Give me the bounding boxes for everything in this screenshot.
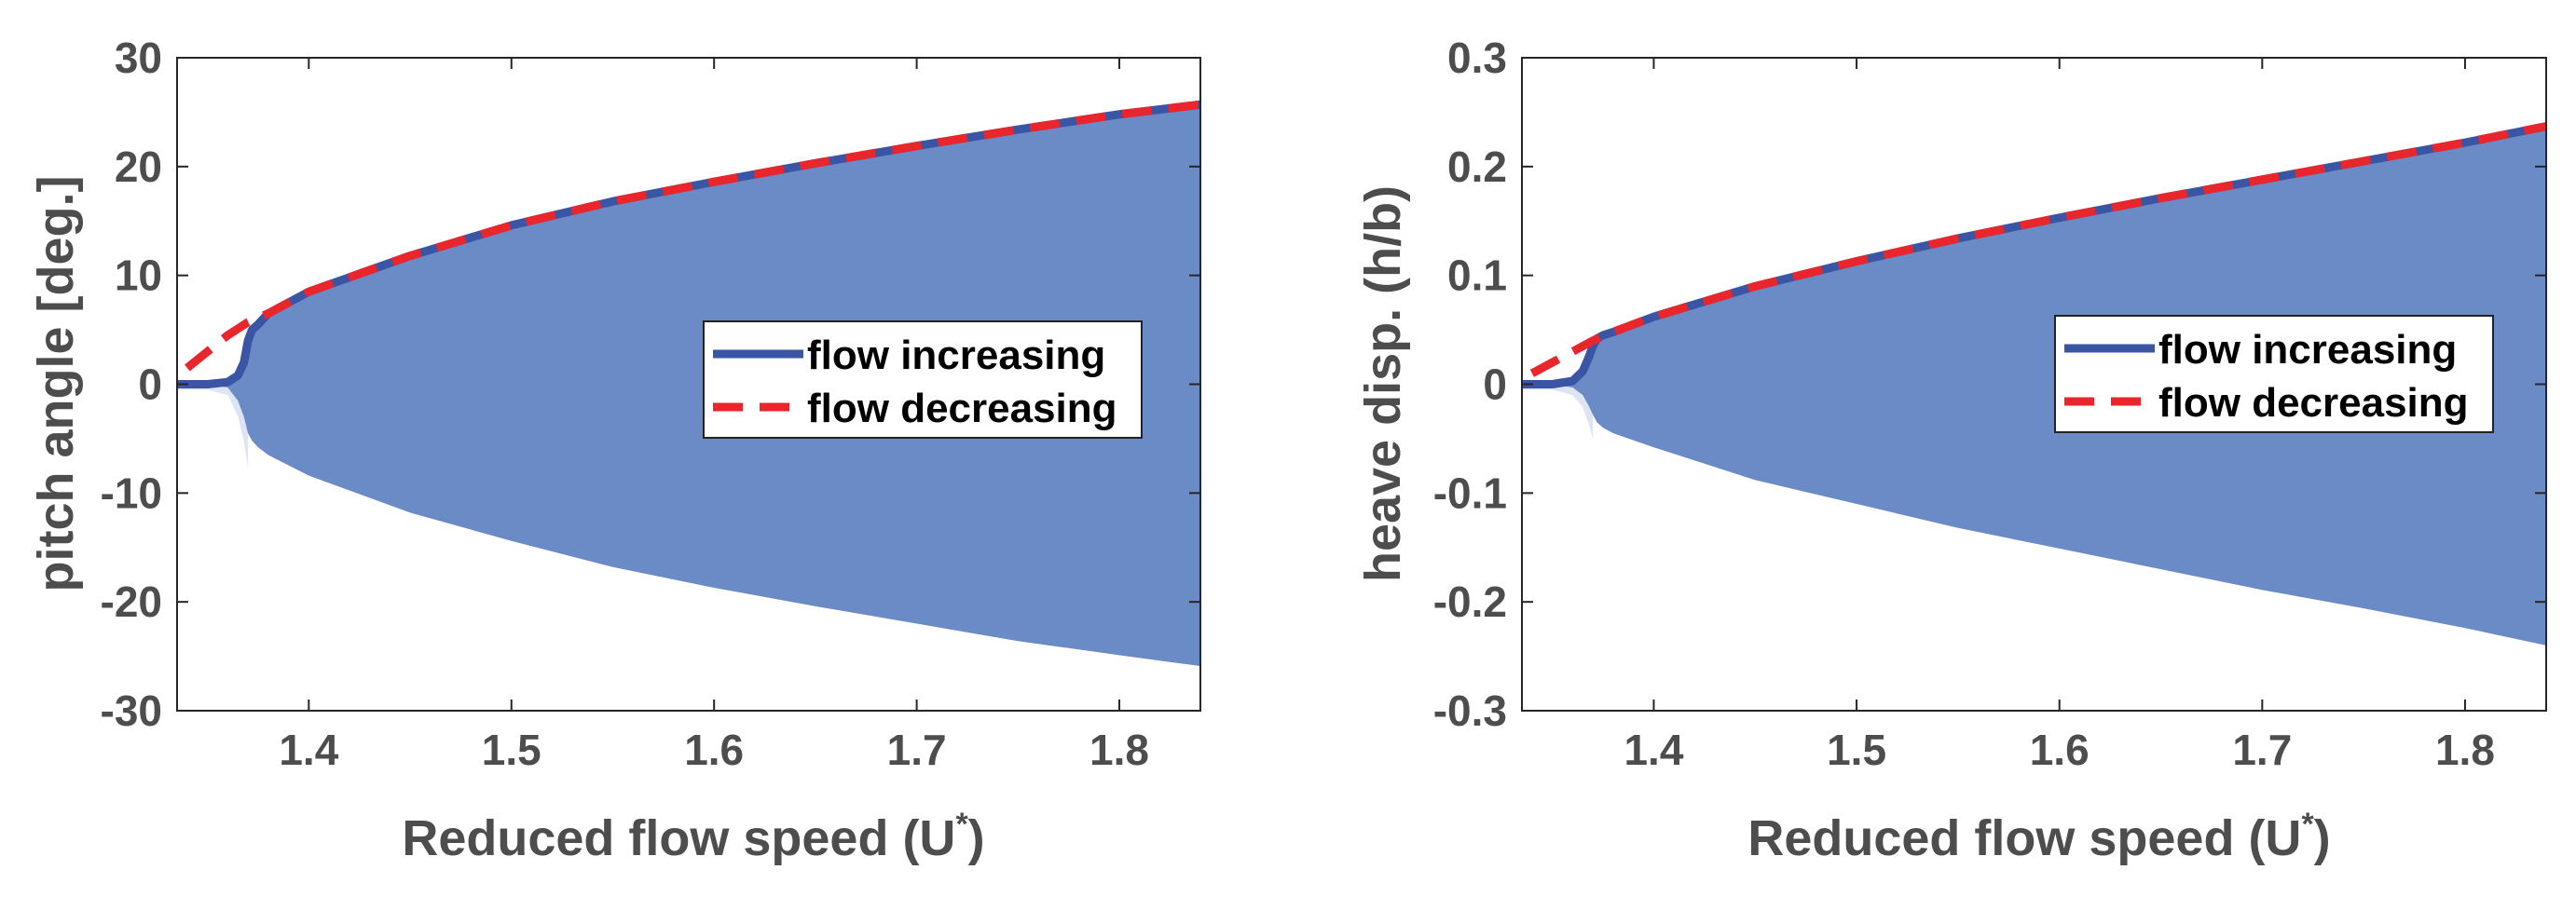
amplitude-band [177, 104, 1200, 667]
y-tick-label: 0.3 [1447, 34, 1507, 82]
series-line-flow-decreasing [1529, 122, 2547, 377]
legend-box [703, 320, 1143, 439]
x-axis-label: Reduced flow speed (U*) [402, 807, 984, 866]
legend-label-flow-decreasing: flow decreasing [2158, 380, 2469, 426]
y-tick-label: -20 [101, 578, 162, 626]
x-tick-label: 1.7 [887, 726, 947, 774]
x-tick-label: 1.8 [1089, 726, 1149, 774]
series-line-flow-decreasing [185, 100, 1201, 372]
y-tick-label: -30 [101, 686, 162, 735]
y-axis-label: pitch angle [deg.] [28, 175, 84, 591]
y-tick-label: 0.2 [1447, 143, 1507, 191]
axes: 1.4 1.5 1.6 1.7 1.8 30 20 10 0 -10 -20 -30 [101, 34, 1201, 774]
legend: flow increasing flow decreasing [2054, 315, 2494, 433]
band-onset-shade [177, 338, 249, 469]
y-tick-label: -0.2 [1433, 578, 1507, 626]
x-tick-label: 1.4 [279, 726, 338, 774]
legend-label-flow-increasing: flow increasing [807, 333, 1105, 378]
amplitude-band-fill [177, 104, 1200, 667]
y-tick-label: -0.1 [1433, 469, 1507, 517]
y-tick-label: -10 [101, 469, 162, 517]
x-tick-label: 1.5 [1827, 726, 1886, 774]
y-tick-label: 20 [115, 143, 162, 191]
x-tick-label: 1.4 [1624, 726, 1683, 774]
x-tick-label: 1.5 [482, 726, 541, 774]
amplitude-band-fill [1522, 126, 2546, 646]
legend-label-flow-increasing: flow increasing [2158, 327, 2457, 373]
y-axis-label: heave disp. (h/b) [1355, 185, 1411, 582]
legend-box [2054, 315, 2494, 433]
series-lines [177, 100, 1201, 388]
amplitude-band [1522, 126, 2546, 646]
x-tick-label: 1.8 [2435, 726, 2495, 774]
legend-label-flow-decreasing: flow decreasing [807, 386, 1117, 431]
series-lines [1522, 122, 2547, 388]
y-tick-label: 30 [115, 34, 162, 82]
heave-displacement-chart: 1.4 1.5 1.6 1.7 1.8 0.3 0.2 0.1 0 -0.1 -0.2 -0.3 Re… [1355, 34, 2547, 866]
x-tick-label: 1.6 [2030, 726, 2090, 774]
pitch-angle-chart: 1.4 1.5 1.6 1.7 1.8 30 20 10 0 -10 -20 -30 Reduced … [28, 34, 1201, 866]
x-axis-label: Reduced flow speed (U*) [1747, 807, 2330, 866]
y-tick-label: 0 [1483, 360, 1507, 409]
y-tick-label: 0.1 [1447, 251, 1507, 300]
x-tick-label: 1.6 [684, 726, 744, 774]
y-tick-label: 10 [115, 251, 162, 300]
y-tick-label: 0 [138, 360, 162, 409]
legend: flow increasing flow decreasing [703, 320, 1143, 439]
x-tick-label: 1.7 [2232, 726, 2292, 774]
axes: 1.4 1.5 1.6 1.7 1.8 0.3 0.2 0.1 0 -0.1 -0.2 -0.3 [1433, 34, 2547, 774]
y-tick-label: -0.3 [1433, 686, 1507, 735]
